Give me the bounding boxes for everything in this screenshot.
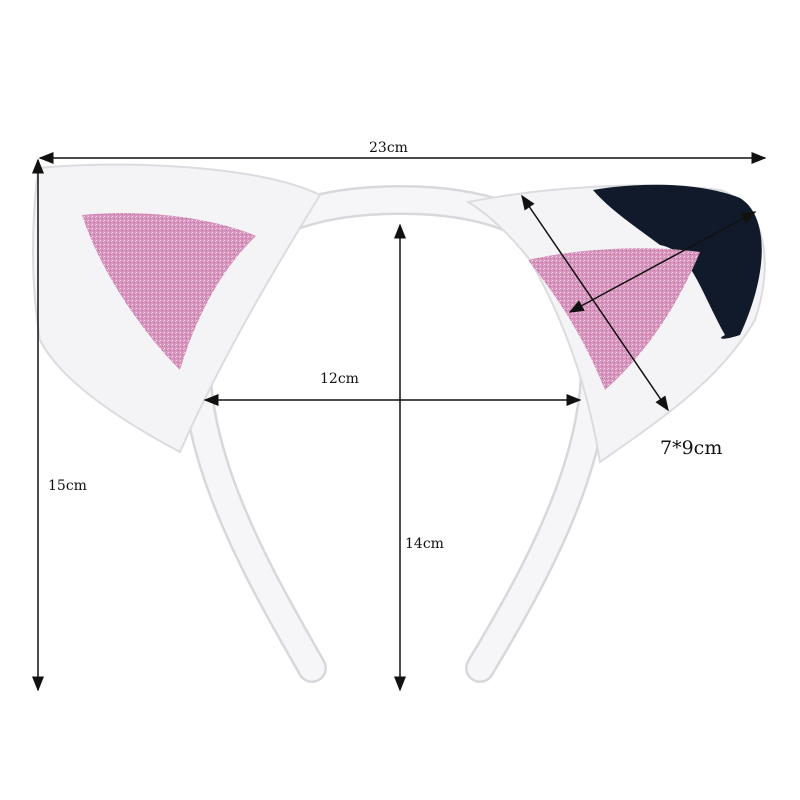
overall-height-label: 15cm [48, 478, 87, 494]
inner-width-label: 12cm [320, 371, 359, 387]
overall-width-label: 23cm [369, 140, 408, 156]
ear-width-arrow [568, 211, 757, 313]
left-ear-glitter [82, 212, 256, 370]
dimension-arrows [32, 152, 767, 692]
ear-size-label: 7*9cm [660, 437, 723, 459]
band-height-label: 14cm [405, 536, 444, 552]
